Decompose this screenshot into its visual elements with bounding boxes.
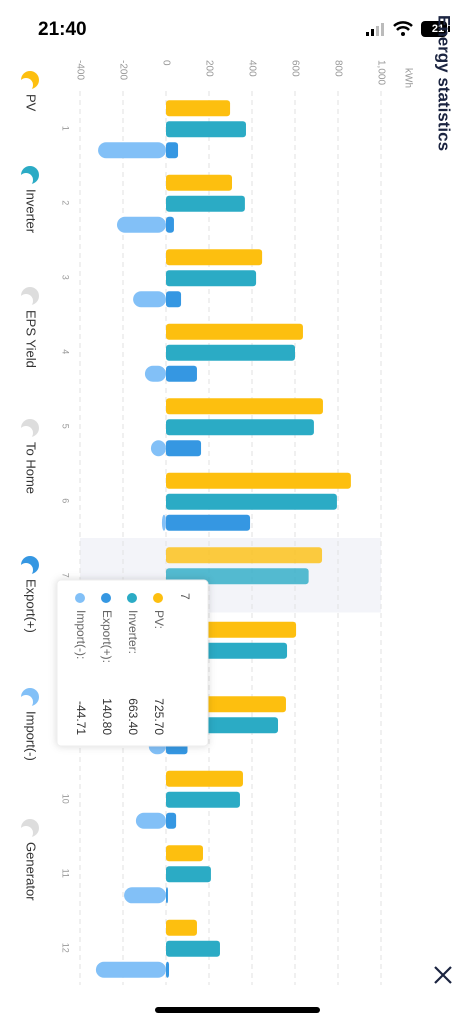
bar [166, 216, 174, 233]
tooltip-dot [153, 593, 163, 603]
tooltip-dot [75, 593, 85, 603]
y-tick-label: -400 [74, 60, 85, 80]
chart-title: Energy statistics [435, 15, 454, 151]
bar [95, 961, 166, 978]
tooltip-dot [101, 593, 111, 603]
tooltip-label: Import(-): [74, 610, 88, 659]
tooltip-value: 140.80 [100, 698, 114, 735]
tooltip: 7 PV: 725.70 Inverter: 663.40 Export(+): 140.8… [56, 579, 209, 747]
y-tick-label: 400 [246, 60, 257, 77]
x-tick-label: 2 [61, 200, 71, 205]
tooltip-label: PV: [152, 610, 166, 629]
x-tick-label: 11 [61, 869, 71, 878]
home-indicator [155, 1007, 320, 1013]
y-tick-label: 600 [289, 60, 300, 77]
bar [166, 812, 177, 829]
tooltip-value: -44.71 [74, 701, 88, 735]
bar [150, 440, 166, 457]
bar [166, 195, 245, 212]
bar [166, 961, 170, 978]
legend-label: EPS Yield [24, 310, 39, 368]
legend-icon-cutout [19, 826, 33, 840]
y-tick-label: 0 [160, 60, 171, 66]
legend-icon-cutout [19, 173, 33, 187]
x-tick-label: 6 [61, 498, 71, 503]
legend-icon-cutout [19, 563, 33, 577]
legend-item[interactable]: To Home [19, 419, 39, 494]
bar [166, 887, 168, 904]
legend-label: Export(+) [24, 579, 39, 633]
bar [166, 100, 231, 117]
bar [166, 249, 263, 266]
tooltip-title: 7 [178, 593, 192, 600]
legend-item[interactable]: PV [19, 71, 39, 112]
bar [166, 866, 211, 883]
legend-item[interactable]: Export(+) [19, 556, 39, 633]
x-tick-label: 5 [61, 424, 71, 429]
close-button[interactable] [434, 966, 452, 984]
bar [166, 174, 233, 191]
bar [166, 291, 182, 308]
bar [166, 547, 323, 564]
x-tick-label: 3 [61, 275, 71, 280]
bar [144, 365, 166, 382]
x-tick-label: 10 [61, 794, 71, 804]
tooltip-value: 725.70 [152, 698, 166, 735]
x-tick-label: 1 [61, 126, 71, 131]
bar [166, 344, 295, 361]
bar [166, 121, 246, 138]
tooltip-value: 663.40 [126, 698, 140, 735]
status-time: 21:40 [38, 19, 87, 40]
bar [166, 472, 351, 489]
legend-icon-cutout [19, 695, 33, 709]
x-tick-label: 4 [61, 349, 71, 354]
tooltip-dot [127, 593, 137, 603]
x-tick-label: 12 [61, 943, 71, 953]
tooltip-box [56, 579, 209, 747]
bar [166, 419, 314, 436]
bar [166, 845, 203, 862]
legend-icon-cutout [19, 294, 33, 308]
bar [166, 365, 197, 382]
y-tick-label: 800 [332, 60, 343, 77]
legend-label: PV [24, 94, 39, 112]
tooltip-label: Inverter: [126, 610, 140, 654]
legend-item[interactable]: EPS Yield [19, 287, 39, 368]
status-icons [366, 21, 450, 37]
bar [98, 142, 166, 159]
legend-item[interactable]: Import(-) [19, 688, 39, 761]
legend-label: Import(-) [24, 711, 39, 761]
bar [133, 291, 166, 308]
bar [166, 493, 337, 510]
bar [166, 142, 179, 159]
bar [166, 270, 257, 287]
battery-level: 21 [432, 23, 444, 35]
y-tick-label: -200 [117, 60, 128, 80]
bar [116, 216, 166, 233]
bar [135, 812, 166, 829]
x-tick-label: 7 [61, 573, 71, 578]
y-tick-label: 200 [203, 60, 214, 77]
legend-label: To Home [24, 442, 39, 494]
legend-label: Inverter [24, 189, 39, 234]
bar [166, 791, 240, 808]
bar [161, 514, 166, 531]
bar [166, 514, 251, 531]
bar [124, 887, 166, 904]
bar [166, 919, 197, 936]
legend-label: Generator [24, 842, 39, 901]
bar [166, 323, 303, 340]
legend-icon-cutout [19, 78, 33, 92]
legend-item[interactable]: Generator [19, 819, 39, 901]
legend-item[interactable]: Inverter [19, 166, 39, 234]
bar [166, 398, 323, 415]
y-axis-unit: kWh [402, 68, 413, 88]
bar [166, 940, 220, 957]
bar [166, 770, 243, 787]
bar [166, 440, 202, 457]
tooltip-label: Export(+): [100, 610, 114, 663]
y-tick-label: 1,000 [375, 60, 386, 85]
legend-icon-cutout [19, 426, 33, 440]
